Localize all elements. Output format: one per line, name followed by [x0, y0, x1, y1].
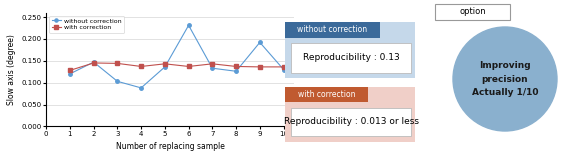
- X-axis label: Number of replacing sample: Number of replacing sample: [116, 142, 224, 151]
- Text: option: option: [459, 7, 486, 16]
- FancyBboxPatch shape: [285, 22, 380, 38]
- without correction: [162, 66, 168, 68]
- FancyBboxPatch shape: [291, 43, 411, 73]
- with correction: [233, 66, 239, 67]
- without correction: [256, 41, 263, 43]
- with correction: [256, 66, 263, 68]
- with correction: [280, 66, 287, 68]
- without correction: [138, 87, 145, 89]
- with correction: [138, 66, 145, 67]
- Text: Reproducibility : 0.013 or less: Reproducibility : 0.013 or less: [283, 118, 418, 127]
- without correction: [209, 67, 216, 69]
- FancyBboxPatch shape: [435, 4, 510, 20]
- without correction: [185, 24, 192, 26]
- FancyBboxPatch shape: [291, 108, 411, 136]
- FancyBboxPatch shape: [285, 87, 415, 142]
- FancyBboxPatch shape: [285, 87, 368, 102]
- without correction: [114, 80, 121, 82]
- Text: Reproducibility : 0.13: Reproducibility : 0.13: [302, 54, 399, 63]
- without correction: [66, 73, 73, 75]
- Text: Improving
precision
Actually 1/10: Improving precision Actually 1/10: [472, 61, 538, 97]
- with correction: [90, 62, 97, 64]
- with correction: [114, 62, 121, 64]
- with correction: [66, 70, 73, 71]
- without correction: [280, 69, 287, 70]
- Text: without correction: without correction: [297, 25, 368, 34]
- with correction: [185, 66, 192, 67]
- with correction: [162, 63, 168, 65]
- Line: with correction: with correction: [68, 61, 285, 72]
- Line: without correction: without correction: [68, 24, 285, 90]
- FancyBboxPatch shape: [285, 22, 415, 78]
- without correction: [90, 61, 97, 63]
- without correction: [233, 70, 239, 72]
- Y-axis label: Slow axis (degree): Slow axis (degree): [7, 34, 16, 105]
- Circle shape: [453, 27, 557, 131]
- Text: with correction: with correction: [298, 90, 355, 99]
- with correction: [209, 63, 216, 65]
- Legend: without correction, with correction: without correction, with correction: [49, 16, 124, 33]
